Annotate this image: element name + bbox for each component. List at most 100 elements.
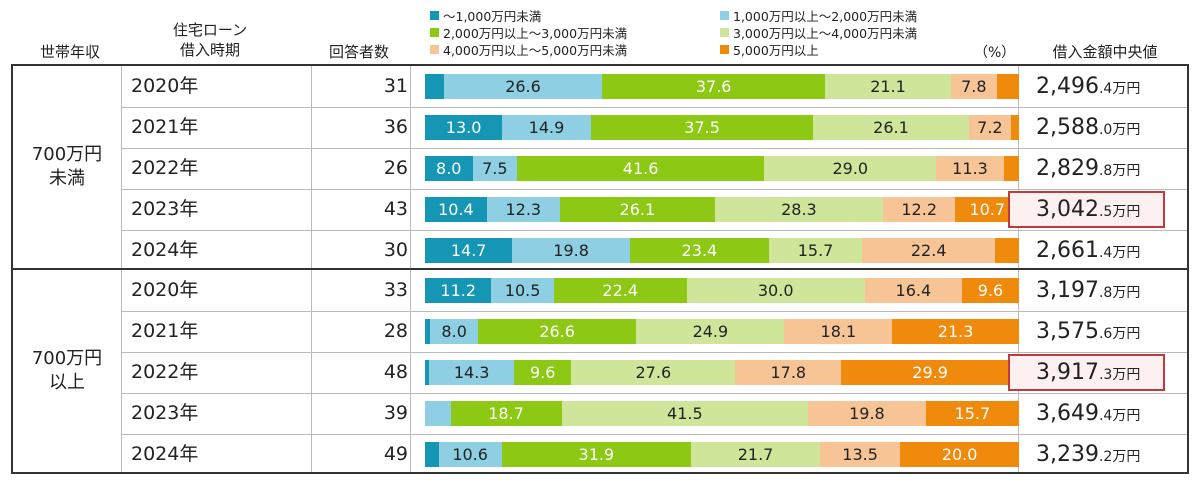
respondent-count: 26 [383,157,408,179]
segment-value-label: 26.6 [539,322,575,341]
stacked-bar: 14.3 9.6 27.6 17.8 29.9 [425,360,1019,385]
column-divider [121,270,122,472]
segment-value-label: 41.5 [667,404,703,423]
legend-label: ～1,000万円未満 [443,9,542,24]
median-unit: 万円 [1112,245,1141,261]
segment-value-label: 19.8 [553,241,589,260]
legend-item: 2,000万円以上～3,000万円未満 [430,23,627,42]
bar-segment [813,115,969,140]
stacked-bar: 14.7 19.8 23.4 15.7 22.4 [425,238,1019,263]
bar-segment [962,278,1019,303]
bar-segment [768,238,863,263]
segment-value-label: 20.0 [941,445,978,464]
segment-value-label: 37.6 [695,77,732,96]
table-row: 2024年 30 14.7 19.8 23.4 15.7 22.4 2,661.4万円 [13,230,1187,271]
row-divider [121,189,1187,190]
median-integer: 2,588 [1036,115,1099,140]
table-row: 2022年 26 8.0 7.5 41.6 29.0 11.3 2,829.8万円 [13,148,1187,189]
segment-value-label: 12.2 [901,200,937,219]
segment-value-label: 28.3 [781,200,817,219]
table-row: 2021年 28 8.0 26.6 24.9 18.1 21.3 3,575.6万円 [13,311,1187,352]
bar-segment [472,156,518,181]
bar-segment [602,74,826,99]
bar-segment [1003,156,1019,181]
bar-segment [820,442,901,467]
segment-value-label: 14.9 [528,118,565,137]
segment-value-label: 41.6 [622,159,659,178]
bar-segment [1011,115,1019,140]
segment-value-label: 9.6 [977,281,1004,300]
segment-value-label: 22.4 [602,281,639,300]
legend-swatch [430,11,439,20]
table-row: 2023年 39 18.7 41.5 19.8 15.7 3,649.4万円 [13,393,1187,434]
median-unit: 万円 [1112,367,1141,383]
segment-value-label: 7.5 [482,159,508,178]
bar-segment [501,442,692,467]
segment-value-label: 17.8 [770,363,807,382]
income-group-label-line1: 700万円 [31,143,103,165]
median-value: 3,239.2万円 [1018,434,1168,478]
median-value: 2,588.0万円 [1018,107,1168,151]
median-integer: 3,239 [1036,442,1099,467]
respondent-count: 28 [383,320,408,342]
bar-segment [882,197,956,222]
income-group-label: 700万円 未満 [13,143,121,191]
stacked-bar: 13.0 14.9 37.5 26.1 7.2 [425,115,1019,140]
legend-item: 4,000万円以上～5,000万円未満 [430,40,627,59]
legend-item: 3,000万円以上～4,000万円未満 [720,23,917,42]
header-respondents: 回答者数 [328,43,389,61]
segment-value-label: 18.7 [488,404,524,423]
median-integer: 2,661 [1036,238,1099,263]
header-period-line2: 借入時期 [179,41,240,59]
bar-segment [425,278,492,303]
segment-value-label: 16.4 [895,281,932,300]
respondent-count: 31 [383,75,408,97]
bar-segment [764,156,937,181]
median-value: 3,649.4万円 [1018,393,1168,437]
median-decimal: .8 [1098,163,1113,179]
bar-segment [686,278,865,303]
median-integer: 3,575 [1036,319,1099,344]
median-decimal: .4 [1098,245,1113,261]
segment-value-label: 22.4 [910,241,947,260]
segment-value-label: 21.3 [937,322,974,341]
legend-label: 5,000万円以上 [733,43,819,58]
stacked-bar: 8.0 7.5 41.6 29.0 11.3 [425,156,1019,181]
bar-segment [444,74,602,99]
legend-swatch [720,28,729,37]
median-unit: 万円 [1112,81,1141,97]
stacked-bar: 8.0 26.6 24.9 18.1 21.3 [425,319,1019,344]
bar-segment [425,401,451,426]
segment-value-label: 13.5 [842,445,878,464]
bar-segment [892,319,1019,344]
respondent-count: 48 [383,361,408,383]
bar-segment [825,74,951,99]
median-highlight [1008,354,1165,391]
legend-label: 4,000万円以上～5,000万円未満 [443,43,628,58]
median-decimal: .4 [1098,408,1113,424]
header-period-line1: 住宅ローン [172,21,248,39]
segment-value-label: 11.2 [440,281,477,300]
segment-value-label: 8.0 [436,159,462,178]
legend-label: 3,000万円以上～4,000万円未満 [733,26,918,41]
segment-value-label: 15.7 [954,404,991,423]
median-unit: 万円 [1112,163,1141,179]
bar-segment [784,319,893,344]
segment-value-label: 19.8 [849,404,885,423]
legend-item: 1,000万円以上～2,000万円未満 [720,6,917,25]
median-value: 3,197.8万円 [1018,270,1168,314]
segment-value-label: 29.0 [832,159,869,178]
bar-segment [477,319,637,344]
segment-value-label: 10.4 [438,200,474,219]
bar-segment [636,319,785,344]
respondent-count: 49 [383,443,408,465]
segment-value-label: 15.7 [797,241,834,260]
bar-segment [936,156,1004,181]
legend-item: ～1,000万円未満 [430,6,541,25]
bar-segment [517,156,765,181]
row-divider [121,107,1187,108]
legend-label: 1,000万円以上～2,000万円未満 [733,9,918,24]
row-divider [121,352,1187,353]
bar-segment [425,74,444,99]
bar-segment [425,115,503,140]
